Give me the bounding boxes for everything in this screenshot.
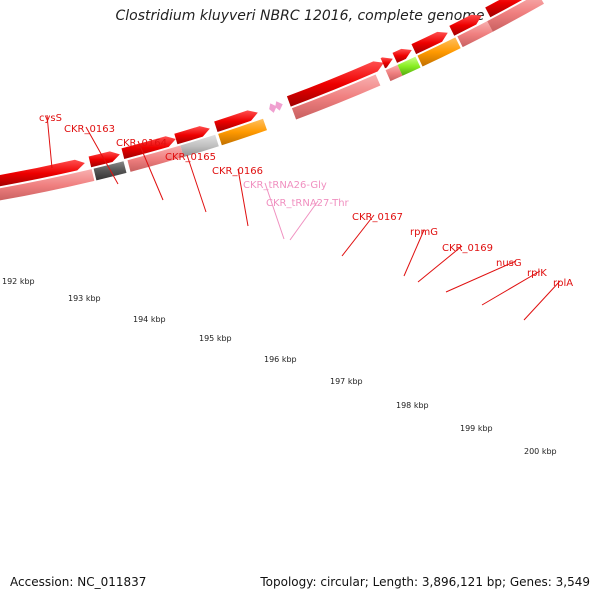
page-title: Clostridium kluyveri NBRC 12016, complet… <box>115 8 485 24</box>
leader-line <box>341 214 375 257</box>
gene-bar <box>127 145 184 172</box>
gene-label[interactable]: rplA <box>553 278 573 289</box>
cds-arrow <box>485 0 523 18</box>
cds-arrow-track <box>0 0 523 187</box>
gene-label[interactable]: CKR_0167 <box>352 212 403 223</box>
gene-bar <box>487 0 544 32</box>
gene-bar <box>291 74 381 120</box>
gene-label[interactable]: CKR_tRNA26-Gly <box>243 180 327 191</box>
leader-line <box>445 260 517 293</box>
gene-label[interactable]: rpmG <box>410 227 438 238</box>
cds-arrow <box>380 57 393 69</box>
gene-bar <box>397 56 421 76</box>
gene-bar <box>0 169 95 201</box>
kbp-label: 193 kbp <box>68 294 101 303</box>
gene-bar <box>385 64 403 82</box>
gene-label[interactable]: CKR_0163 <box>64 124 115 135</box>
cds-arrow <box>214 110 258 132</box>
cds-arrow <box>286 61 384 107</box>
gene-label[interactable]: nusG <box>496 258 522 269</box>
gene-label[interactable]: CKR_0166 <box>212 166 263 177</box>
leader-line <box>85 126 119 185</box>
kbp-label: 196 kbp <box>264 355 297 364</box>
genome-summary-text: Topology: circular; Length: 3,896,121 bp… <box>260 575 590 589</box>
gene-label[interactable]: CKR_0164 <box>116 138 167 149</box>
leader-line <box>289 200 319 241</box>
leader-line <box>523 280 561 321</box>
gene-label[interactable]: CKR_0165 <box>165 152 216 163</box>
gene-label[interactable]: rplK <box>527 268 547 279</box>
gene-label[interactable]: CKR_tRNA27-Thr <box>266 198 350 209</box>
gene-bar <box>417 37 461 67</box>
cds-arrow <box>392 48 412 63</box>
cds-arrow <box>174 126 210 145</box>
leader-line <box>186 154 207 213</box>
trna-arrow <box>269 103 277 113</box>
leader-line <box>403 229 425 277</box>
gene-bar <box>218 118 267 146</box>
leader-line <box>137 140 164 201</box>
cds-arrow <box>0 159 85 187</box>
kbp-label: 197 kbp <box>330 377 363 386</box>
kbp-label: 192 kbp <box>2 277 35 286</box>
kbp-label: 195 kbp <box>199 334 232 343</box>
gene-bar-track <box>0 0 544 201</box>
gene-bar <box>180 134 219 158</box>
leader-line <box>417 245 463 283</box>
kbp-label: 198 kbp <box>396 401 429 410</box>
trna-arrow <box>275 101 283 111</box>
kbp-labels: 192 kbp 193 kbp 194 kbp 195 kbp 196 kbp 197 k… <box>2 277 557 456</box>
accession-text: Accession: NC_011837 <box>10 575 147 589</box>
gene-label[interactable]: cysS <box>39 113 62 124</box>
leader-line <box>237 168 249 227</box>
gene-label[interactable]: CKR_0169 <box>442 243 493 254</box>
kbp-label: 194 kbp <box>133 315 166 324</box>
cds-arrow <box>411 31 448 55</box>
cds-arrow <box>449 14 482 36</box>
leader-line <box>46 114 53 169</box>
leader-line <box>264 182 285 240</box>
cds-arrow <box>121 136 176 159</box>
kbp-label: 200 kbp <box>524 447 557 456</box>
gene-bar <box>457 21 493 48</box>
leader-line <box>481 270 541 306</box>
label-leader-lines <box>46 114 561 321</box>
kbp-label: 199 kbp <box>460 424 493 433</box>
